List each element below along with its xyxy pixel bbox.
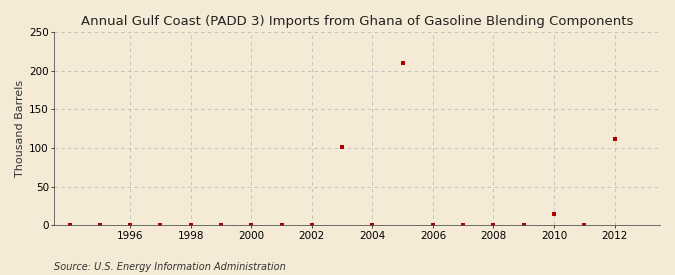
Y-axis label: Thousand Barrels: Thousand Barrels bbox=[15, 80, 25, 177]
Text: Source: U.S. Energy Information Administration: Source: U.S. Energy Information Administ… bbox=[54, 262, 286, 272]
Title: Annual Gulf Coast (PADD 3) Imports from Ghana of Gasoline Blending Components: Annual Gulf Coast (PADD 3) Imports from … bbox=[81, 15, 633, 28]
